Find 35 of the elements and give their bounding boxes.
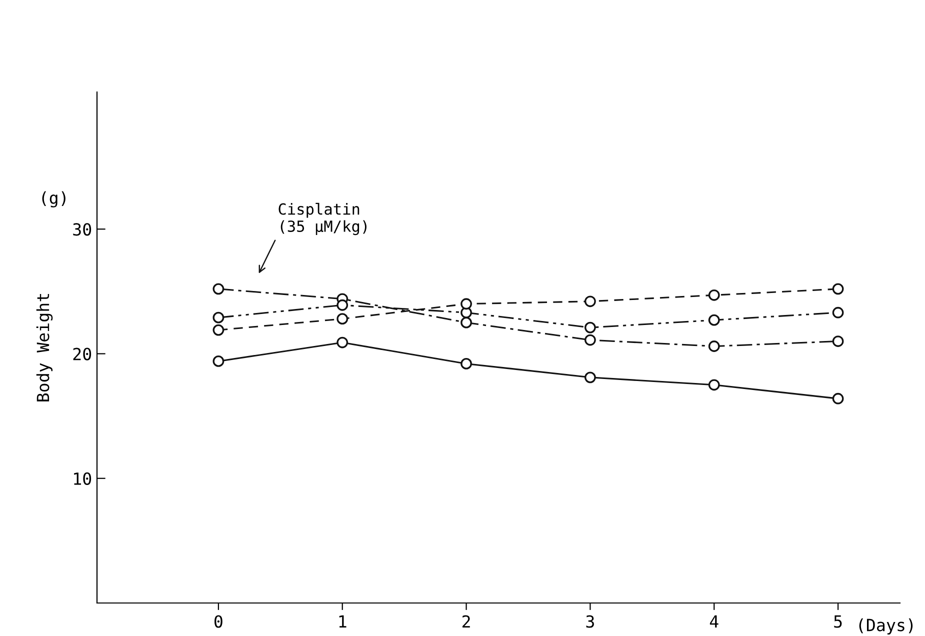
- x-tick-label: 3: [586, 615, 594, 628]
- point: [336, 336, 348, 348]
- point: [708, 289, 720, 301]
- point: [708, 340, 720, 352]
- point: [584, 296, 596, 308]
- x-tick-label: 2: [462, 615, 470, 628]
- y-tick-label: 30: [73, 223, 92, 236]
- x-tick-label: 4: [710, 615, 718, 628]
- x-axis-title: (Days): [859, 618, 913, 635]
- y-tick-label: 10: [74, 472, 92, 485]
- x-tick-label: 1: [339, 615, 346, 628]
- point: [584, 372, 596, 384]
- point: [832, 306, 844, 318]
- point: [460, 316, 472, 328]
- point: [212, 324, 224, 336]
- point: [336, 313, 348, 325]
- point: [708, 314, 720, 326]
- point: [832, 283, 844, 295]
- annotation: Cisplatin (35 μM/kg): [278, 202, 366, 236]
- text: (g): [42, 191, 66, 208]
- point: [212, 283, 224, 295]
- x-tick-label: 5: [834, 615, 842, 628]
- point: [212, 312, 224, 324]
- point: [832, 336, 844, 347]
- y-tick-label: 20: [73, 348, 92, 360]
- y-axis-title: Body Weight: [36, 294, 53, 402]
- point: [832, 392, 844, 404]
- point: [212, 356, 224, 367]
- point: [584, 322, 596, 334]
- point: [584, 334, 596, 346]
- x-tick-label: 0: [214, 615, 222, 628]
- point: [460, 298, 472, 310]
- point: [708, 379, 720, 391]
- point: [336, 299, 348, 311]
- point: [460, 358, 472, 370]
